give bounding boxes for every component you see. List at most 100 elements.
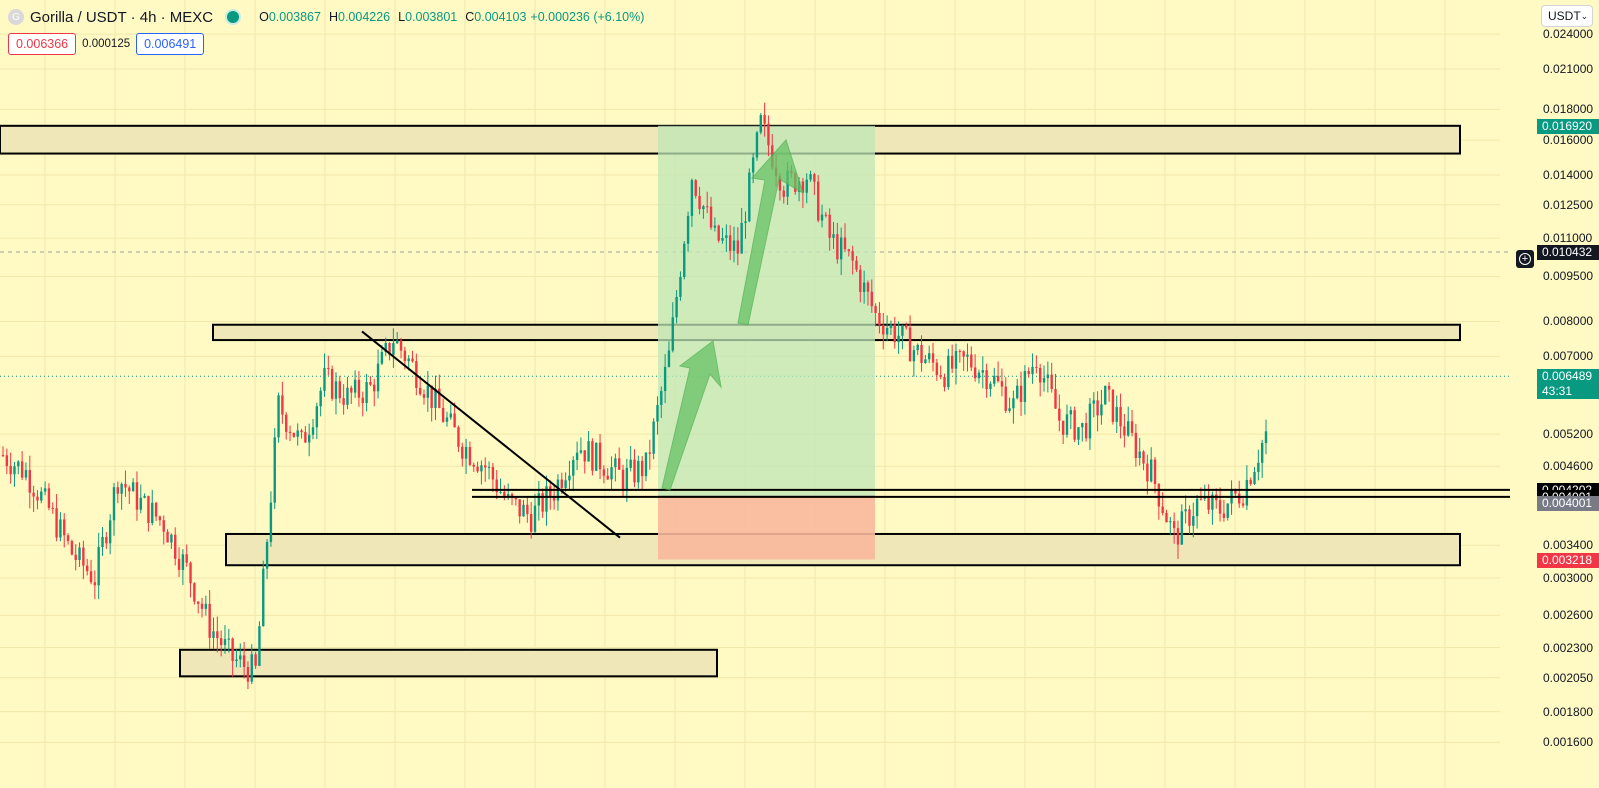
candle-body — [181, 554, 185, 570]
candle-body — [870, 291, 873, 307]
axis-tick-label: 0.021000 — [1543, 62, 1594, 76]
candle-body — [1142, 451, 1145, 464]
arrow-annotations[interactable] — [661, 139, 804, 491]
position-loss-area[interactable] — [658, 496, 875, 560]
candle-body — [453, 413, 456, 428]
candle-body — [598, 442, 602, 470]
candle-body — [905, 325, 908, 328]
candle-body — [1149, 459, 1153, 482]
candle-body — [767, 123, 770, 146]
candle-body — [694, 180, 697, 196]
candle-body — [231, 638, 234, 662]
candle-body — [89, 571, 93, 583]
candle-body — [170, 534, 173, 543]
candle-body — [430, 385, 433, 408]
candle-body — [1061, 420, 1065, 435]
candle-body — [1157, 483, 1161, 507]
candle-body — [273, 437, 276, 503]
candle-body — [1218, 500, 1222, 514]
candle-body — [47, 488, 51, 508]
long-position-tool[interactable] — [658, 125, 875, 560]
price-label[interactable]: 0.003218 — [1537, 552, 1599, 568]
price-label[interactable]: 0.016920 — [1537, 118, 1599, 134]
candle-body — [583, 450, 586, 462]
candle-body — [36, 496, 39, 501]
symbol-title[interactable]: Gorilla / USDT · 4h · MEXC — [30, 8, 214, 26]
candle-body — [1184, 509, 1187, 512]
candle-body — [679, 276, 682, 297]
market-status-icon[interactable] — [227, 11, 240, 23]
candle-body — [1234, 489, 1237, 494]
candle-body — [1257, 462, 1260, 472]
candle-body — [549, 486, 552, 498]
candle-body — [135, 482, 139, 510]
buy-button[interactable]: 0.006491 — [136, 33, 205, 55]
candle-body — [154, 502, 158, 517]
candle-body — [1073, 410, 1076, 440]
candle-body — [824, 214, 828, 216]
axis-tick-label: 0.011000 — [1543, 231, 1593, 246]
add-alert-icon[interactable]: + — [1516, 250, 1534, 268]
arrow-shape[interactable] — [737, 139, 804, 326]
candle-body — [1054, 388, 1057, 409]
candle-body — [1081, 423, 1084, 428]
candle-body — [219, 638, 223, 646]
candle-body — [507, 494, 510, 497]
candle-body — [644, 452, 648, 477]
candle-body — [859, 269, 862, 292]
candle-body — [828, 214, 831, 238]
candle-body — [120, 483, 123, 494]
trendline[interactable] — [361, 330, 621, 539]
axis-tick-label: 0.007000 — [1543, 349, 1594, 364]
arrow-shape[interactable] — [661, 340, 722, 491]
spread-value: 0.000125 — [82, 38, 131, 50]
price-label[interactable]: 0.010432 — [1537, 245, 1599, 260]
candle-body — [128, 487, 131, 492]
candle-body — [373, 384, 376, 392]
candle-body — [763, 115, 766, 124]
candle-body — [552, 497, 556, 501]
candle-body — [1180, 511, 1183, 545]
candle-body — [1226, 503, 1229, 518]
candle-body — [713, 225, 717, 228]
currency-select[interactable]: USDT ⌄ — [1541, 5, 1593, 27]
candle-body — [357, 379, 361, 398]
candle-body — [185, 554, 188, 563]
candle-body — [1031, 366, 1034, 375]
candle-body — [862, 282, 866, 292]
candle-body — [499, 491, 502, 493]
candle-body — [1207, 496, 1210, 510]
sell-button[interactable]: 0.006366 — [8, 33, 77, 55]
candle-body — [1264, 431, 1268, 443]
candle-body — [706, 206, 709, 208]
candle-body — [1249, 479, 1252, 484]
candle-body — [836, 234, 839, 260]
candle-body — [809, 174, 812, 180]
candle-body — [621, 469, 625, 490]
candle-body — [748, 172, 751, 222]
candle-body — [1138, 451, 1141, 459]
ohlc-values: O0.003867 H0.004226 L0.003801 C0.004103 — [259, 10, 527, 24]
candle-body — [158, 516, 162, 521]
candle-body — [1192, 516, 1195, 526]
candle-body — [1241, 503, 1245, 506]
candle-body — [449, 413, 452, 418]
candle-body — [1238, 493, 1241, 504]
candle-body — [981, 370, 984, 373]
candle-body — [989, 383, 992, 390]
candle-body — [323, 367, 326, 391]
drawn-lines[interactable] — [361, 330, 1510, 539]
candle-body — [637, 460, 640, 483]
candle-body — [503, 491, 506, 497]
price-label[interactable]: 0.006489 43:31 — [1537, 369, 1599, 400]
candle-body — [541, 493, 544, 512]
candle-body — [759, 115, 762, 133]
candle-body — [698, 195, 701, 210]
price-label[interactable]: 0.004001 — [1537, 495, 1599, 511]
zone-rect[interactable] — [179, 648, 718, 678]
candle-body — [1211, 494, 1214, 510]
candle-body — [392, 343, 395, 355]
candle-body — [721, 237, 724, 241]
candle-body — [912, 350, 916, 362]
